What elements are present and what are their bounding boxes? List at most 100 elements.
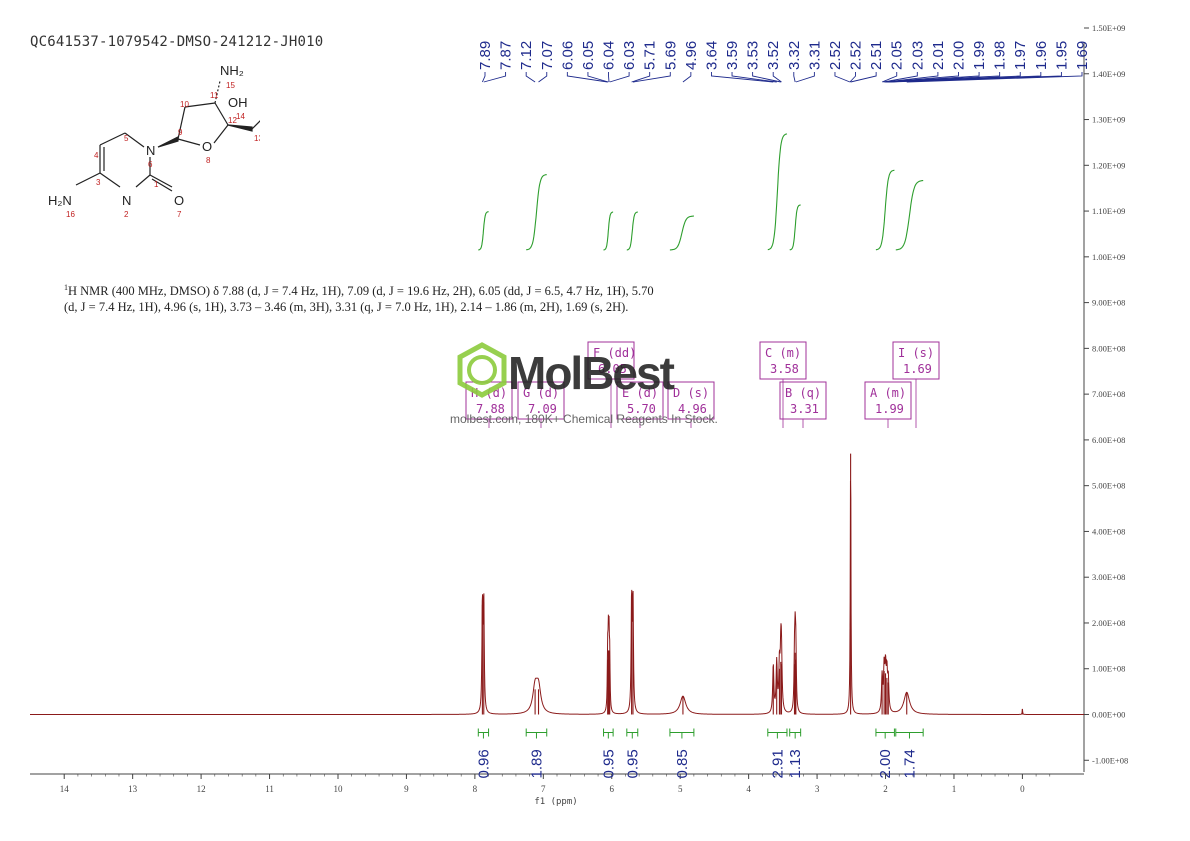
axes: 14 13 12 11 10 9 8 7 6 5 4 3 2 1 01.50E+091.40E+091.30…	[30, 23, 1128, 794]
atom-label: O	[202, 139, 212, 154]
peak-label: 3.52	[765, 41, 782, 70]
bond	[135, 174, 151, 188]
y-tick-label: 1.20E+09	[1092, 160, 1125, 170]
integral-value: 1.13	[787, 749, 804, 778]
integral-curve	[603, 211, 614, 251]
atom-number: 3	[96, 178, 101, 187]
multiplet-letter: B (q)	[785, 386, 821, 400]
x-tick-label: 13	[128, 784, 138, 794]
atom-number: 2	[124, 210, 129, 219]
atom-number: 12	[228, 116, 237, 125]
peak-label: 3.59	[724, 41, 741, 70]
peak-label: 3.32	[786, 41, 803, 70]
nmr-description: 1H NMR (400 MHz, DMSO) δ 7.88 (d, J = 7.…	[64, 280, 654, 315]
peak-label: 2.05	[889, 41, 906, 70]
peak-label: 3.53	[745, 41, 762, 70]
peak-label: 3.31	[806, 41, 823, 70]
bond	[151, 178, 173, 192]
peak-label: 5.71	[642, 41, 659, 70]
peak-label: 1.99	[971, 41, 988, 70]
peak-label: 2.52	[827, 41, 844, 70]
bond	[251, 120, 260, 130]
peak-label-leader	[772, 72, 782, 83]
x-tick-label: 11	[265, 784, 274, 794]
bond	[177, 106, 186, 140]
integral-curve	[526, 174, 547, 251]
bond	[149, 174, 173, 188]
spectrum	[30, 453, 1084, 715]
peak-label-leader	[795, 72, 815, 83]
y-tick-label: 8.00E+08	[1092, 343, 1125, 353]
multiplet-shift: 3.31	[790, 402, 819, 416]
multiplet-shift: 7.09	[528, 402, 557, 416]
x-tick-label: 9	[404, 784, 409, 794]
x-tick-label: 8	[473, 784, 478, 794]
multiplet-shift: 1.99	[875, 402, 904, 416]
peak-label: 1.98	[992, 41, 1009, 70]
nmr-description-text: H NMR (400 MHz, DMSO) δ 7.88 (d, J = 7.4…	[64, 284, 654, 315]
atom-number: 10	[180, 100, 189, 109]
bond	[213, 124, 229, 144]
peak-label: 7.89	[477, 41, 494, 70]
peak-label: 2.03	[909, 41, 926, 70]
x-tick-label: 5	[678, 784, 683, 794]
bond	[99, 172, 121, 188]
atom-label: N	[146, 143, 155, 158]
peak-label-leader	[881, 72, 898, 83]
integral-curve	[478, 211, 489, 251]
y-tick-label: 1.30E+09	[1092, 115, 1125, 125]
x-tick-label: 7	[541, 784, 546, 794]
integral-value: 0.96	[475, 749, 492, 778]
y-tick-label: 7.00E+08	[1092, 389, 1125, 399]
peak-label: 2.52	[848, 41, 865, 70]
x-tick-label: 3	[815, 784, 820, 794]
x-tick-label: 4	[746, 784, 751, 794]
atom-number: 9	[178, 128, 183, 137]
multiplet-letter: G (d)	[523, 386, 559, 400]
atom-number: 4	[94, 151, 99, 160]
y-tick-label: 1.00E+08	[1092, 664, 1125, 674]
peak-label-leader	[682, 72, 692, 83]
y-tick-label: 5.00E+08	[1092, 481, 1125, 491]
peak-label: 6.06	[559, 41, 576, 70]
sample-id: QC641537-1079542-DMSO-241212-JH010	[30, 34, 324, 50]
peak-label-leader	[885, 72, 959, 83]
x-tick-label: 2	[883, 784, 888, 794]
y-tick-label: 9.00E+08	[1092, 298, 1125, 308]
integral-curve	[626, 211, 638, 251]
multiplet-letter: C (m)	[765, 346, 801, 360]
nucleus-superscript: 1	[64, 283, 68, 292]
atom-number: 11	[210, 91, 219, 100]
peak-label-leader	[566, 72, 608, 83]
multiplet-shift: 4.96	[678, 402, 707, 416]
x-tick-label: 0	[1020, 784, 1025, 794]
y-tick-label: 3.00E+08	[1092, 572, 1125, 582]
peak-label: 6.04	[601, 41, 618, 70]
integral-curve	[875, 169, 895, 251]
bond	[214, 102, 229, 126]
multiplet-letter: D (s)	[673, 386, 709, 400]
peak-label: 1.69	[1074, 41, 1091, 70]
integral-value: 2.00	[877, 749, 894, 778]
atom-number: 1	[154, 180, 159, 189]
peak-label-leader	[631, 72, 651, 83]
y-tick-label: 1.50E+09	[1092, 23, 1125, 33]
peak-label-leader	[888, 72, 1062, 83]
peak-label: 2.51	[868, 41, 885, 70]
peak-label-leader	[483, 72, 507, 83]
x-tick-label: 10	[333, 784, 343, 794]
integral-value: 2.91	[769, 749, 786, 778]
integral-value: 1.74	[901, 749, 918, 778]
watermark-name: MolBest	[508, 347, 675, 399]
y-tick-label: 2.00E+08	[1092, 618, 1125, 628]
wedge-bond	[157, 136, 179, 148]
peak-label-leader	[710, 72, 774, 83]
peak-label-leader	[632, 72, 671, 83]
peak-label: 6.03	[621, 41, 638, 70]
peak-label-leader	[731, 72, 777, 83]
wedge-bond	[227, 124, 253, 132]
x-tick-label: 14	[60, 784, 70, 794]
integral-curve	[669, 215, 694, 251]
atom-number: 15	[226, 81, 235, 90]
peak-label-leader	[906, 72, 1083, 83]
